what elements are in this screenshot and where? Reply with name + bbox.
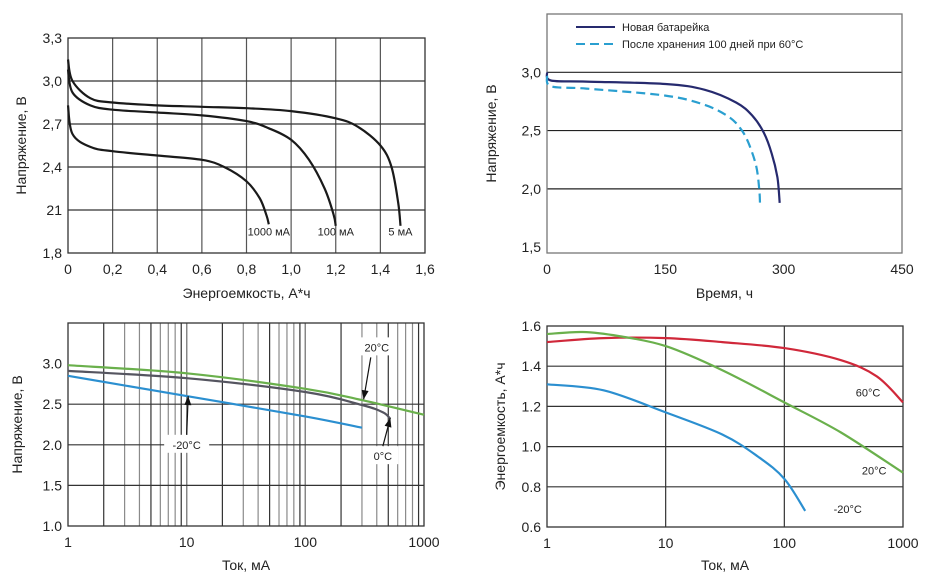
- chart-voltage-vs-current: 1 10 100 1000 1.0 1.5 2.0 2.5 3.0 Ток, мА Напряжен…: [9, 322, 440, 573]
- x-tick-label: 1,0: [281, 261, 301, 277]
- x-tick-label: 0,8: [237, 261, 257, 277]
- curve-label: 20°C: [862, 466, 887, 478]
- y-tick-label: 0.8: [522, 479, 542, 495]
- x-tick-label: 0: [543, 261, 551, 277]
- x-tick-label: 1,4: [371, 261, 391, 277]
- series-line-100: [66, 69, 337, 226]
- x-tick-label: 1,2: [326, 261, 346, 277]
- x-tick-label: 300: [772, 261, 796, 277]
- series-line-20C: [546, 330, 904, 474]
- x-tick-label: 1: [543, 535, 551, 551]
- y-axis-label: Энергоемкость, А*ч: [492, 363, 508, 491]
- x-tick-label: 1: [64, 534, 72, 550]
- x-tick-label: 0: [64, 261, 72, 277]
- annotation-background: [164, 434, 210, 453]
- chart-capacity-vs-current: 1 10 100 1000 0.6 0.8 1.0 1.2 1.4 1.6 Ток, мА Энерг…: [492, 318, 919, 573]
- y-axis-label: Напряжение, В: [483, 84, 499, 182]
- y-axis-label: Напряжение, В: [13, 96, 29, 194]
- chart-capacity-curves: 0 0,2 0,4 0,6 0,8 1,0 1,2 1,4 1,6 1,8 21 2,4 2,7 3,0 3…: [13, 30, 435, 301]
- y-tick-label: 2,0: [522, 181, 542, 197]
- series-line--20C: [67, 374, 363, 429]
- y-tick-label: 0.6: [522, 519, 542, 535]
- annotation-arrowhead: [384, 418, 392, 428]
- y-tick-label: 3,0: [43, 73, 63, 89]
- y-tick-label: 1.5: [43, 477, 63, 493]
- curve-label: -20°C: [834, 504, 862, 516]
- annotation-label: 0°C: [374, 451, 393, 463]
- y-tick-label: 2,4: [43, 159, 63, 175]
- y-tick-label: 1.2: [522, 398, 542, 414]
- y-tick-label: 3.0: [43, 356, 63, 372]
- x-tick-label: 100: [294, 534, 318, 550]
- x-axis-label: Время, ч: [696, 285, 753, 301]
- x-tick-label: 1000: [887, 535, 918, 551]
- plot-frame: [67, 322, 425, 527]
- annotation-label: 20°C: [364, 342, 389, 354]
- plot-frame: [67, 37, 426, 254]
- y-tick-label: 1.6: [522, 318, 542, 334]
- x-tick-label: 1000: [408, 534, 439, 550]
- y-tick-label: 3,0: [522, 64, 542, 80]
- x-axis-label: Энергоемкость, А*ч: [183, 285, 311, 301]
- y-tick-label: 2,7: [43, 116, 63, 132]
- series-line-1000: [66, 105, 270, 225]
- x-axis-label: Ток, мА: [701, 557, 750, 573]
- x-tick-label: 0,4: [148, 261, 168, 277]
- y-tick-label: 2,5: [522, 123, 542, 139]
- curve-label: 1000 мА: [248, 227, 291, 239]
- series-line-20C: [67, 364, 425, 416]
- series-line-: [545, 71, 781, 204]
- series-line-0C: [67, 369, 392, 420]
- plot-frame: [546, 13, 903, 254]
- y-tick-label: 1,8: [43, 245, 63, 261]
- y-tick-label: 21: [46, 202, 62, 218]
- chart-storage-curves: 0 150 300 450 1,5 2,0 2,5 3,0 Время, ч Напряжение…: [483, 13, 914, 301]
- annotation-arrowhead: [361, 389, 369, 400]
- x-axis-label: Ток, мА: [222, 557, 271, 573]
- curve-label: 100 мА: [318, 227, 355, 239]
- annotation-arrowhead: [184, 396, 192, 406]
- series-line--20C: [546, 383, 807, 512]
- y-tick-label: 3,3: [43, 30, 63, 46]
- y-tick-label: 2.5: [43, 396, 63, 412]
- x-tick-label: 10: [179, 534, 195, 550]
- annotation-background: [367, 446, 399, 465]
- y-tick-label: 1.0: [43, 518, 63, 534]
- y-axis-label: Напряжение, В: [9, 375, 25, 473]
- series-line-5: [66, 59, 402, 226]
- y-tick-label: 1.4: [522, 358, 542, 374]
- annotation-label: -20°C: [173, 440, 201, 452]
- series-line-60C: [546, 336, 904, 404]
- x-tick-label: 10: [658, 535, 674, 551]
- x-tick-label: 100: [773, 535, 797, 551]
- x-tick-label: 0,6: [192, 261, 212, 277]
- x-tick-label: 450: [890, 261, 914, 277]
- annotation-background: [357, 337, 396, 356]
- curve-label: 5 мА: [388, 227, 413, 239]
- x-tick-label: 0,2: [103, 261, 123, 277]
- curve-label: 60°C: [856, 387, 881, 399]
- legend-label: После хранения 100 дней при 60°C: [622, 39, 803, 51]
- x-tick-label: 1,6: [415, 261, 435, 277]
- x-tick-label: 150: [654, 261, 678, 277]
- series-line-10060C: [545, 75, 762, 205]
- y-tick-label: 1.0: [522, 439, 542, 455]
- y-tick-label: 2.0: [43, 437, 63, 453]
- y-tick-label: 1,5: [522, 239, 542, 255]
- plot-frame: [546, 325, 904, 528]
- legend-label: Новая батарейка: [622, 22, 710, 34]
